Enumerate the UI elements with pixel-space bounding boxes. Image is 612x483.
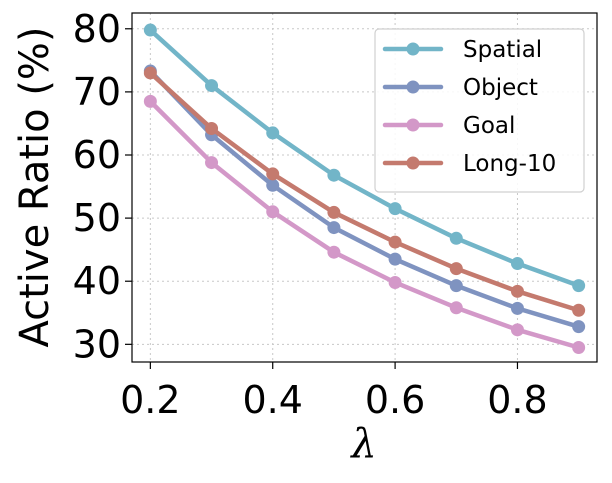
legend: Spatial Object Goal Long-10 <box>374 28 585 193</box>
y-axis-label: Active Ratio (%) <box>12 26 58 347</box>
legend-label: Spatial <box>463 37 542 63</box>
data-point <box>327 168 341 182</box>
series-layer <box>143 23 586 354</box>
data-point <box>205 156 219 170</box>
data-point <box>572 303 586 317</box>
legend-entry-spatial: Spatial <box>382 37 542 63</box>
series-line <box>148 99 581 350</box>
data-point <box>572 340 586 354</box>
legend-box <box>374 28 585 193</box>
data-point <box>143 23 157 37</box>
data-point <box>449 279 463 293</box>
legend-marker <box>406 42 420 56</box>
y-tick-label: 60 <box>73 133 121 177</box>
x-tick-label: 0.6 <box>365 378 425 422</box>
x-tick-label: 0.2 <box>120 378 180 422</box>
series-line <box>148 70 581 313</box>
data-point <box>266 205 280 219</box>
data-point <box>143 66 157 80</box>
legend-entry-long-10: Long-10 <box>382 151 556 177</box>
y-tick-label: 30 <box>73 322 121 366</box>
data-point <box>572 279 586 293</box>
legend-marker <box>406 118 420 132</box>
legend-label: Object <box>463 75 538 101</box>
data-point <box>266 167 280 181</box>
data-point <box>327 245 341 259</box>
data-point <box>205 79 219 93</box>
legend-marker <box>406 156 420 170</box>
data-point <box>449 301 463 315</box>
data-point <box>510 257 524 271</box>
data-point <box>327 205 341 219</box>
series-goal <box>143 94 586 354</box>
legend-label: Long-10 <box>463 151 556 177</box>
y-axis-ticks: 30 40 50 60 70 80 <box>73 7 132 366</box>
y-tick-label: 40 <box>73 259 121 303</box>
data-point <box>510 323 524 337</box>
series-spatial <box>143 23 586 293</box>
legend-label: Goal <box>463 113 515 139</box>
data-point <box>143 94 157 108</box>
series-line <box>148 27 581 288</box>
data-point <box>205 121 219 135</box>
data-point <box>510 301 524 315</box>
x-axis-ticks: 0.2 0.4 0.6 0.8 <box>120 362 548 422</box>
x-tick-label: 0.8 <box>487 378 547 422</box>
x-axis-label: λ <box>349 421 376 467</box>
data-point <box>388 202 402 216</box>
data-point <box>327 221 341 235</box>
y-tick-label: 70 <box>73 70 121 114</box>
legend-entries: Spatial Object Goal Long-10 <box>382 37 556 177</box>
data-point <box>388 275 402 289</box>
data-point <box>449 262 463 276</box>
data-point <box>510 284 524 298</box>
data-point <box>388 235 402 249</box>
plot-frame <box>131 12 598 363</box>
legend-marker <box>406 80 420 94</box>
y-tick-label: 50 <box>73 196 121 240</box>
series-line <box>148 68 581 329</box>
x-tick-label: 0.4 <box>243 378 303 422</box>
legend-entry-goal: Goal <box>382 113 515 139</box>
legend-entry-object: Object <box>382 75 538 101</box>
data-point <box>388 252 402 266</box>
data-point <box>449 231 463 245</box>
data-point <box>266 178 280 192</box>
series-long-10 <box>143 66 586 317</box>
data-point <box>266 126 280 140</box>
y-tick-label: 80 <box>73 7 121 51</box>
data-point <box>572 320 586 334</box>
